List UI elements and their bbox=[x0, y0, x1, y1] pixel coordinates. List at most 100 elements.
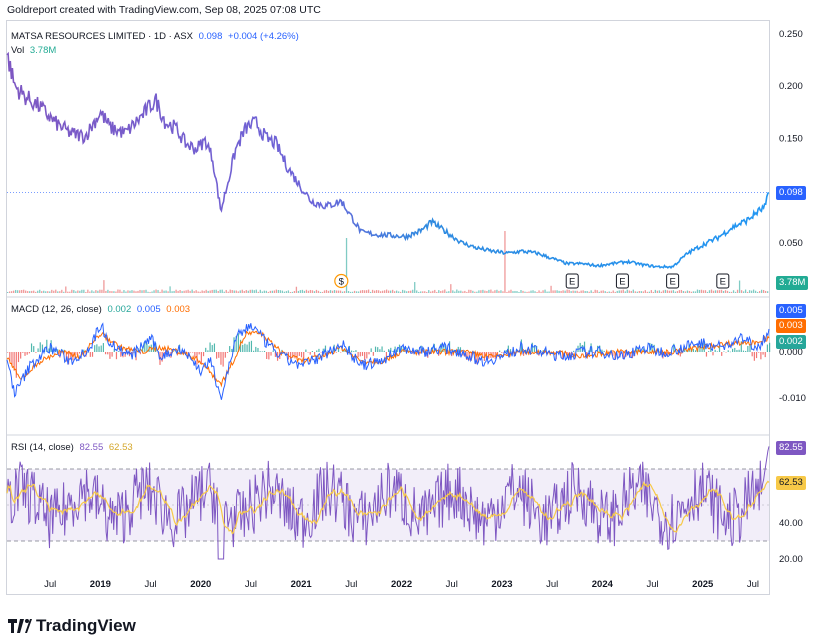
macd-histogram-bar bbox=[583, 341, 586, 352]
macd-histogram-bar bbox=[113, 348, 115, 352]
volume-bar bbox=[722, 290, 725, 293]
macd-histogram-bar bbox=[226, 352, 229, 353]
volume-bar bbox=[508, 290, 510, 293]
volume-bar bbox=[111, 291, 113, 293]
volume-bar bbox=[379, 291, 382, 293]
macd-histogram-bar bbox=[470, 352, 472, 361]
volume-bar bbox=[610, 291, 612, 293]
volume-bar bbox=[712, 290, 715, 293]
macd-histogram-bar bbox=[340, 352, 342, 353]
price-tag: 0.098 bbox=[776, 186, 806, 200]
earnings-marker-label: E bbox=[619, 277, 625, 288]
volume-legend[interactable]: Vol 3.78M bbox=[11, 45, 59, 56]
macd-histogram-bar bbox=[618, 352, 620, 357]
macd-histogram-bar bbox=[37, 348, 39, 352]
macd-legend[interactable]: MACD (12, 26, close) 0.002 0.005 0.003 bbox=[11, 304, 193, 315]
volume-bar bbox=[125, 291, 127, 293]
price-axis-tick: 0.250 bbox=[779, 29, 803, 40]
volume-bar bbox=[355, 291, 358, 293]
macd-histogram-bar bbox=[603, 350, 605, 352]
volume-bar bbox=[95, 290, 97, 293]
macd-histogram-bar bbox=[174, 351, 176, 353]
volume-bar bbox=[438, 290, 440, 293]
volume-bar bbox=[237, 291, 239, 293]
macd-histogram-bar bbox=[220, 352, 222, 365]
volume-bar bbox=[654, 289, 656, 293]
macd-histogram-bar bbox=[769, 342, 771, 352]
volume-bar bbox=[588, 291, 590, 293]
macd-histogram-bar bbox=[355, 350, 357, 352]
time-axis-tick: Jul bbox=[646, 579, 658, 590]
volume-bar bbox=[398, 291, 400, 293]
signal-tag: 0.003 bbox=[776, 319, 806, 333]
macd-histogram-bar bbox=[679, 352, 681, 357]
volume-bar bbox=[13, 290, 15, 293]
volume-bar bbox=[550, 285, 552, 293]
volume-bar bbox=[598, 291, 600, 293]
volume-bar bbox=[301, 289, 304, 293]
volume-bar bbox=[580, 290, 582, 293]
macd-histogram-bar bbox=[490, 352, 492, 358]
macd-histogram-bar bbox=[30, 343, 33, 352]
earnings-marker-label: E bbox=[569, 277, 575, 288]
macd-histogram-bar bbox=[253, 350, 255, 352]
volume-bar bbox=[460, 290, 462, 293]
main-legend[interactable]: MATSA RESOURCES LIMITED · 1D · ASX 0.098… bbox=[11, 31, 302, 42]
volume-bar bbox=[73, 290, 75, 293]
macd-histogram-bar bbox=[620, 352, 623, 354]
volume-bar bbox=[738, 280, 741, 293]
macd-histogram-bar bbox=[78, 352, 81, 354]
rsi-legend[interactable]: RSI (14, close) 82.55 62.53 bbox=[11, 442, 136, 453]
rsi-tag: 82.55 bbox=[776, 441, 806, 455]
volume-bar bbox=[383, 290, 386, 293]
volume-bar bbox=[630, 290, 632, 293]
volume-bar bbox=[83, 289, 85, 293]
volume-bar bbox=[281, 290, 284, 293]
macd-histogram-bar bbox=[716, 351, 718, 352]
tradingview-logo[interactable]: TradingView bbox=[8, 616, 136, 636]
macd-histogram-bar bbox=[592, 352, 594, 354]
volume-bar bbox=[211, 289, 213, 293]
volume-bar bbox=[31, 290, 33, 293]
macd-histogram-bar bbox=[522, 352, 525, 356]
volume-bar bbox=[339, 290, 342, 293]
price-line bbox=[6, 51, 770, 270]
volume-bar bbox=[17, 290, 19, 293]
rsi-axis-tick: 20.00 bbox=[779, 554, 803, 565]
time-axis-tick: Jul bbox=[44, 579, 56, 590]
volume-bar bbox=[462, 291, 464, 293]
volume-bar bbox=[377, 290, 380, 293]
volume-bar bbox=[632, 289, 634, 293]
volume-bar bbox=[275, 289, 278, 293]
volume-bar bbox=[684, 291, 687, 293]
volume-bar bbox=[135, 291, 137, 293]
volume-bar bbox=[388, 290, 390, 293]
macd-histogram-bar bbox=[104, 352, 107, 355]
volume-bar bbox=[151, 291, 153, 293]
volume-bar bbox=[570, 291, 572, 293]
volume-bar bbox=[720, 289, 723, 293]
macd-histogram-bar bbox=[205, 347, 207, 352]
volume-bar bbox=[105, 290, 107, 293]
volume-bar bbox=[608, 291, 610, 293]
volume-bar bbox=[544, 289, 546, 293]
macd-value: 0.005 bbox=[136, 304, 161, 315]
macd-histogram-bar bbox=[209, 342, 211, 352]
volume-bar bbox=[416, 290, 418, 293]
macd-histogram-bar bbox=[141, 347, 144, 352]
volume-bar bbox=[179, 289, 181, 293]
volume-bar bbox=[173, 290, 175, 293]
macd-histogram-bar bbox=[379, 349, 381, 352]
volume-bar bbox=[692, 291, 695, 293]
volume-bar bbox=[524, 291, 526, 293]
volume-bar bbox=[452, 290, 454, 293]
volume-bar bbox=[676, 291, 679, 293]
macd-histogram-bar bbox=[250, 340, 253, 352]
volume-bar bbox=[203, 290, 205, 293]
macd-histogram-bar bbox=[59, 352, 61, 358]
macd-histogram-bar bbox=[642, 348, 644, 352]
macd-signal-value: 0.003 bbox=[166, 304, 191, 315]
volume-bar bbox=[686, 290, 689, 293]
volume-bar bbox=[295, 286, 298, 293]
